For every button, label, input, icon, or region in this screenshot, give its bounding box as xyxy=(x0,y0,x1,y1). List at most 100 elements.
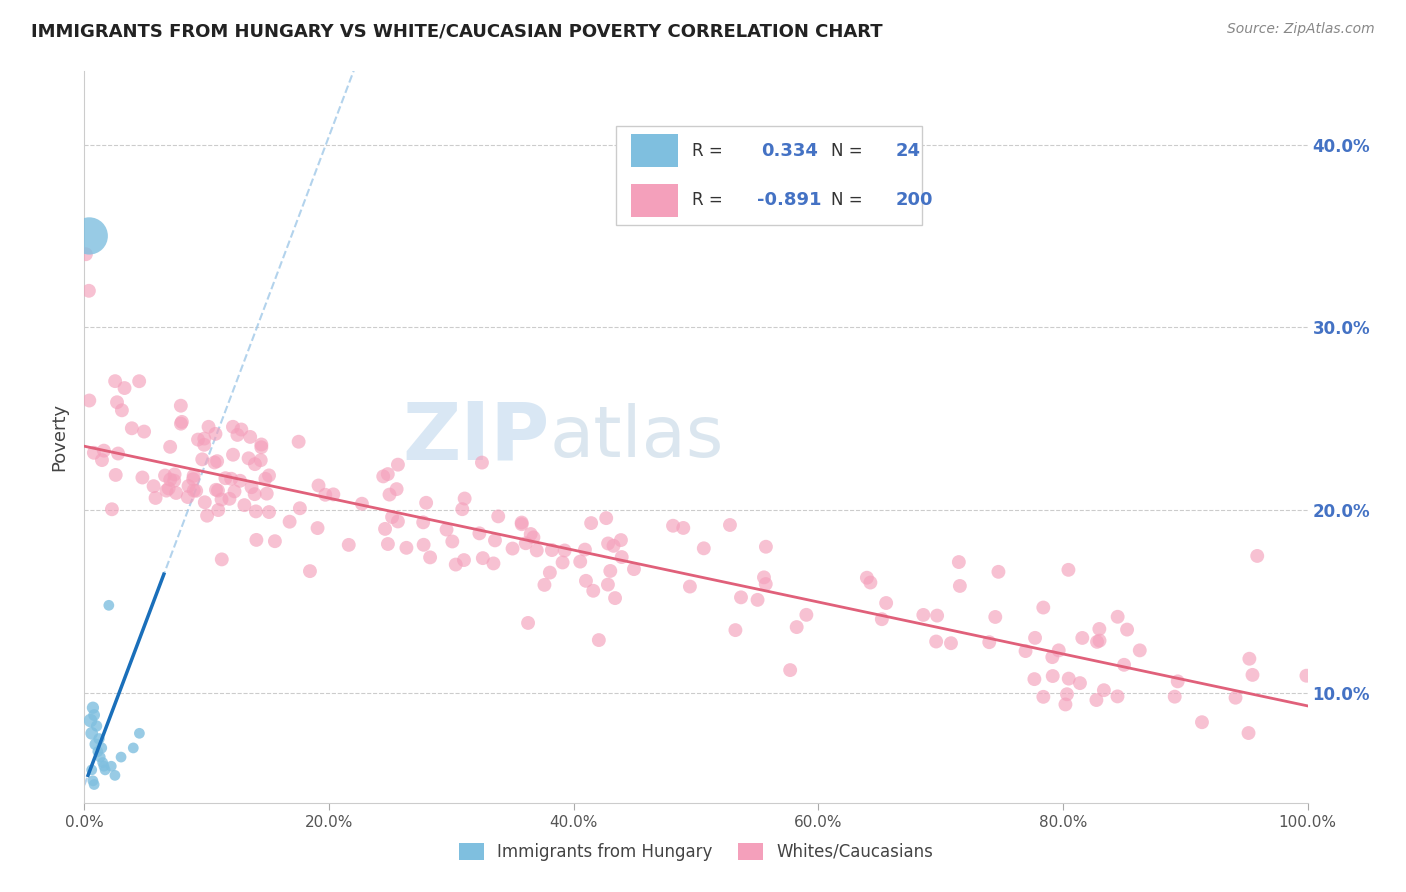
Point xyxy=(574,542,596,557)
Point xyxy=(373,469,395,483)
FancyBboxPatch shape xyxy=(616,126,922,225)
Text: Source: ZipAtlas.com: Source: ZipAtlas.com xyxy=(1227,22,1375,37)
Point xyxy=(207,483,229,498)
Point xyxy=(205,483,228,497)
Point xyxy=(786,620,808,634)
Point xyxy=(226,428,249,442)
Point xyxy=(243,487,266,501)
Point xyxy=(387,515,409,529)
Point xyxy=(87,731,110,746)
Point xyxy=(623,562,645,576)
Point xyxy=(482,557,505,571)
Point xyxy=(575,574,598,588)
Point xyxy=(205,454,228,468)
Point xyxy=(374,522,396,536)
Point xyxy=(1107,609,1129,624)
Point xyxy=(128,726,150,740)
Point xyxy=(1024,631,1046,645)
Point xyxy=(307,521,329,535)
Point xyxy=(240,480,263,494)
Point xyxy=(526,543,548,558)
Point xyxy=(337,538,360,552)
Point xyxy=(245,533,267,547)
Point xyxy=(1225,690,1247,705)
Point xyxy=(287,434,309,449)
Point xyxy=(1071,631,1094,645)
Point xyxy=(519,527,541,541)
Point xyxy=(412,538,434,552)
Point xyxy=(377,537,399,551)
Point xyxy=(214,471,236,485)
Point xyxy=(211,552,233,566)
Point xyxy=(194,495,217,509)
Point xyxy=(484,533,506,548)
Point xyxy=(170,415,193,429)
Point xyxy=(1088,633,1111,648)
Point xyxy=(100,759,122,773)
Point xyxy=(1032,600,1054,615)
Point xyxy=(693,541,716,556)
Point xyxy=(86,719,108,733)
Point xyxy=(554,543,576,558)
Point xyxy=(104,768,127,782)
Text: N =: N = xyxy=(831,191,868,210)
Point xyxy=(779,663,801,677)
Point xyxy=(131,470,153,484)
Point xyxy=(80,726,103,740)
Point xyxy=(83,778,105,792)
Point xyxy=(1057,672,1080,686)
Text: R =: R = xyxy=(692,142,728,160)
Point xyxy=(856,571,879,585)
Text: R =: R = xyxy=(692,191,728,210)
Point xyxy=(444,558,467,572)
Point xyxy=(238,451,260,466)
Point xyxy=(747,593,769,607)
Point xyxy=(229,474,252,488)
Point xyxy=(510,517,533,532)
Point xyxy=(165,486,187,500)
Point xyxy=(1163,690,1185,704)
Point xyxy=(121,421,143,435)
Point xyxy=(724,623,747,637)
Point xyxy=(308,478,330,492)
Point xyxy=(159,440,181,454)
Point xyxy=(97,599,120,613)
Point xyxy=(522,530,544,544)
Point xyxy=(395,541,418,555)
Point xyxy=(79,393,101,408)
Point xyxy=(128,374,150,388)
FancyBboxPatch shape xyxy=(631,135,678,168)
Point xyxy=(107,446,129,460)
Point xyxy=(231,423,253,437)
Point xyxy=(1047,643,1070,657)
Point xyxy=(755,540,778,554)
Point xyxy=(588,633,610,648)
Point xyxy=(233,498,256,512)
Point xyxy=(948,555,970,569)
Y-axis label: Poverty: Poverty xyxy=(51,403,69,471)
Point xyxy=(939,636,962,650)
Text: -0.891: -0.891 xyxy=(758,191,821,210)
Point xyxy=(170,417,193,431)
Point xyxy=(1024,672,1046,686)
Point xyxy=(145,491,167,505)
Point xyxy=(1112,657,1135,672)
Point xyxy=(94,763,117,777)
Point xyxy=(264,534,287,549)
Point xyxy=(377,467,399,482)
Point xyxy=(486,509,509,524)
Point xyxy=(77,284,100,298)
Point xyxy=(1107,690,1129,704)
Point xyxy=(984,610,1007,624)
Point xyxy=(177,479,200,493)
Point xyxy=(82,773,104,788)
Point xyxy=(1241,668,1264,682)
Point xyxy=(239,430,262,444)
Point xyxy=(436,523,458,537)
Point xyxy=(1040,650,1063,665)
Point xyxy=(288,501,311,516)
Point xyxy=(211,492,233,507)
Point xyxy=(104,467,127,482)
Point xyxy=(249,453,271,467)
Point xyxy=(195,508,218,523)
